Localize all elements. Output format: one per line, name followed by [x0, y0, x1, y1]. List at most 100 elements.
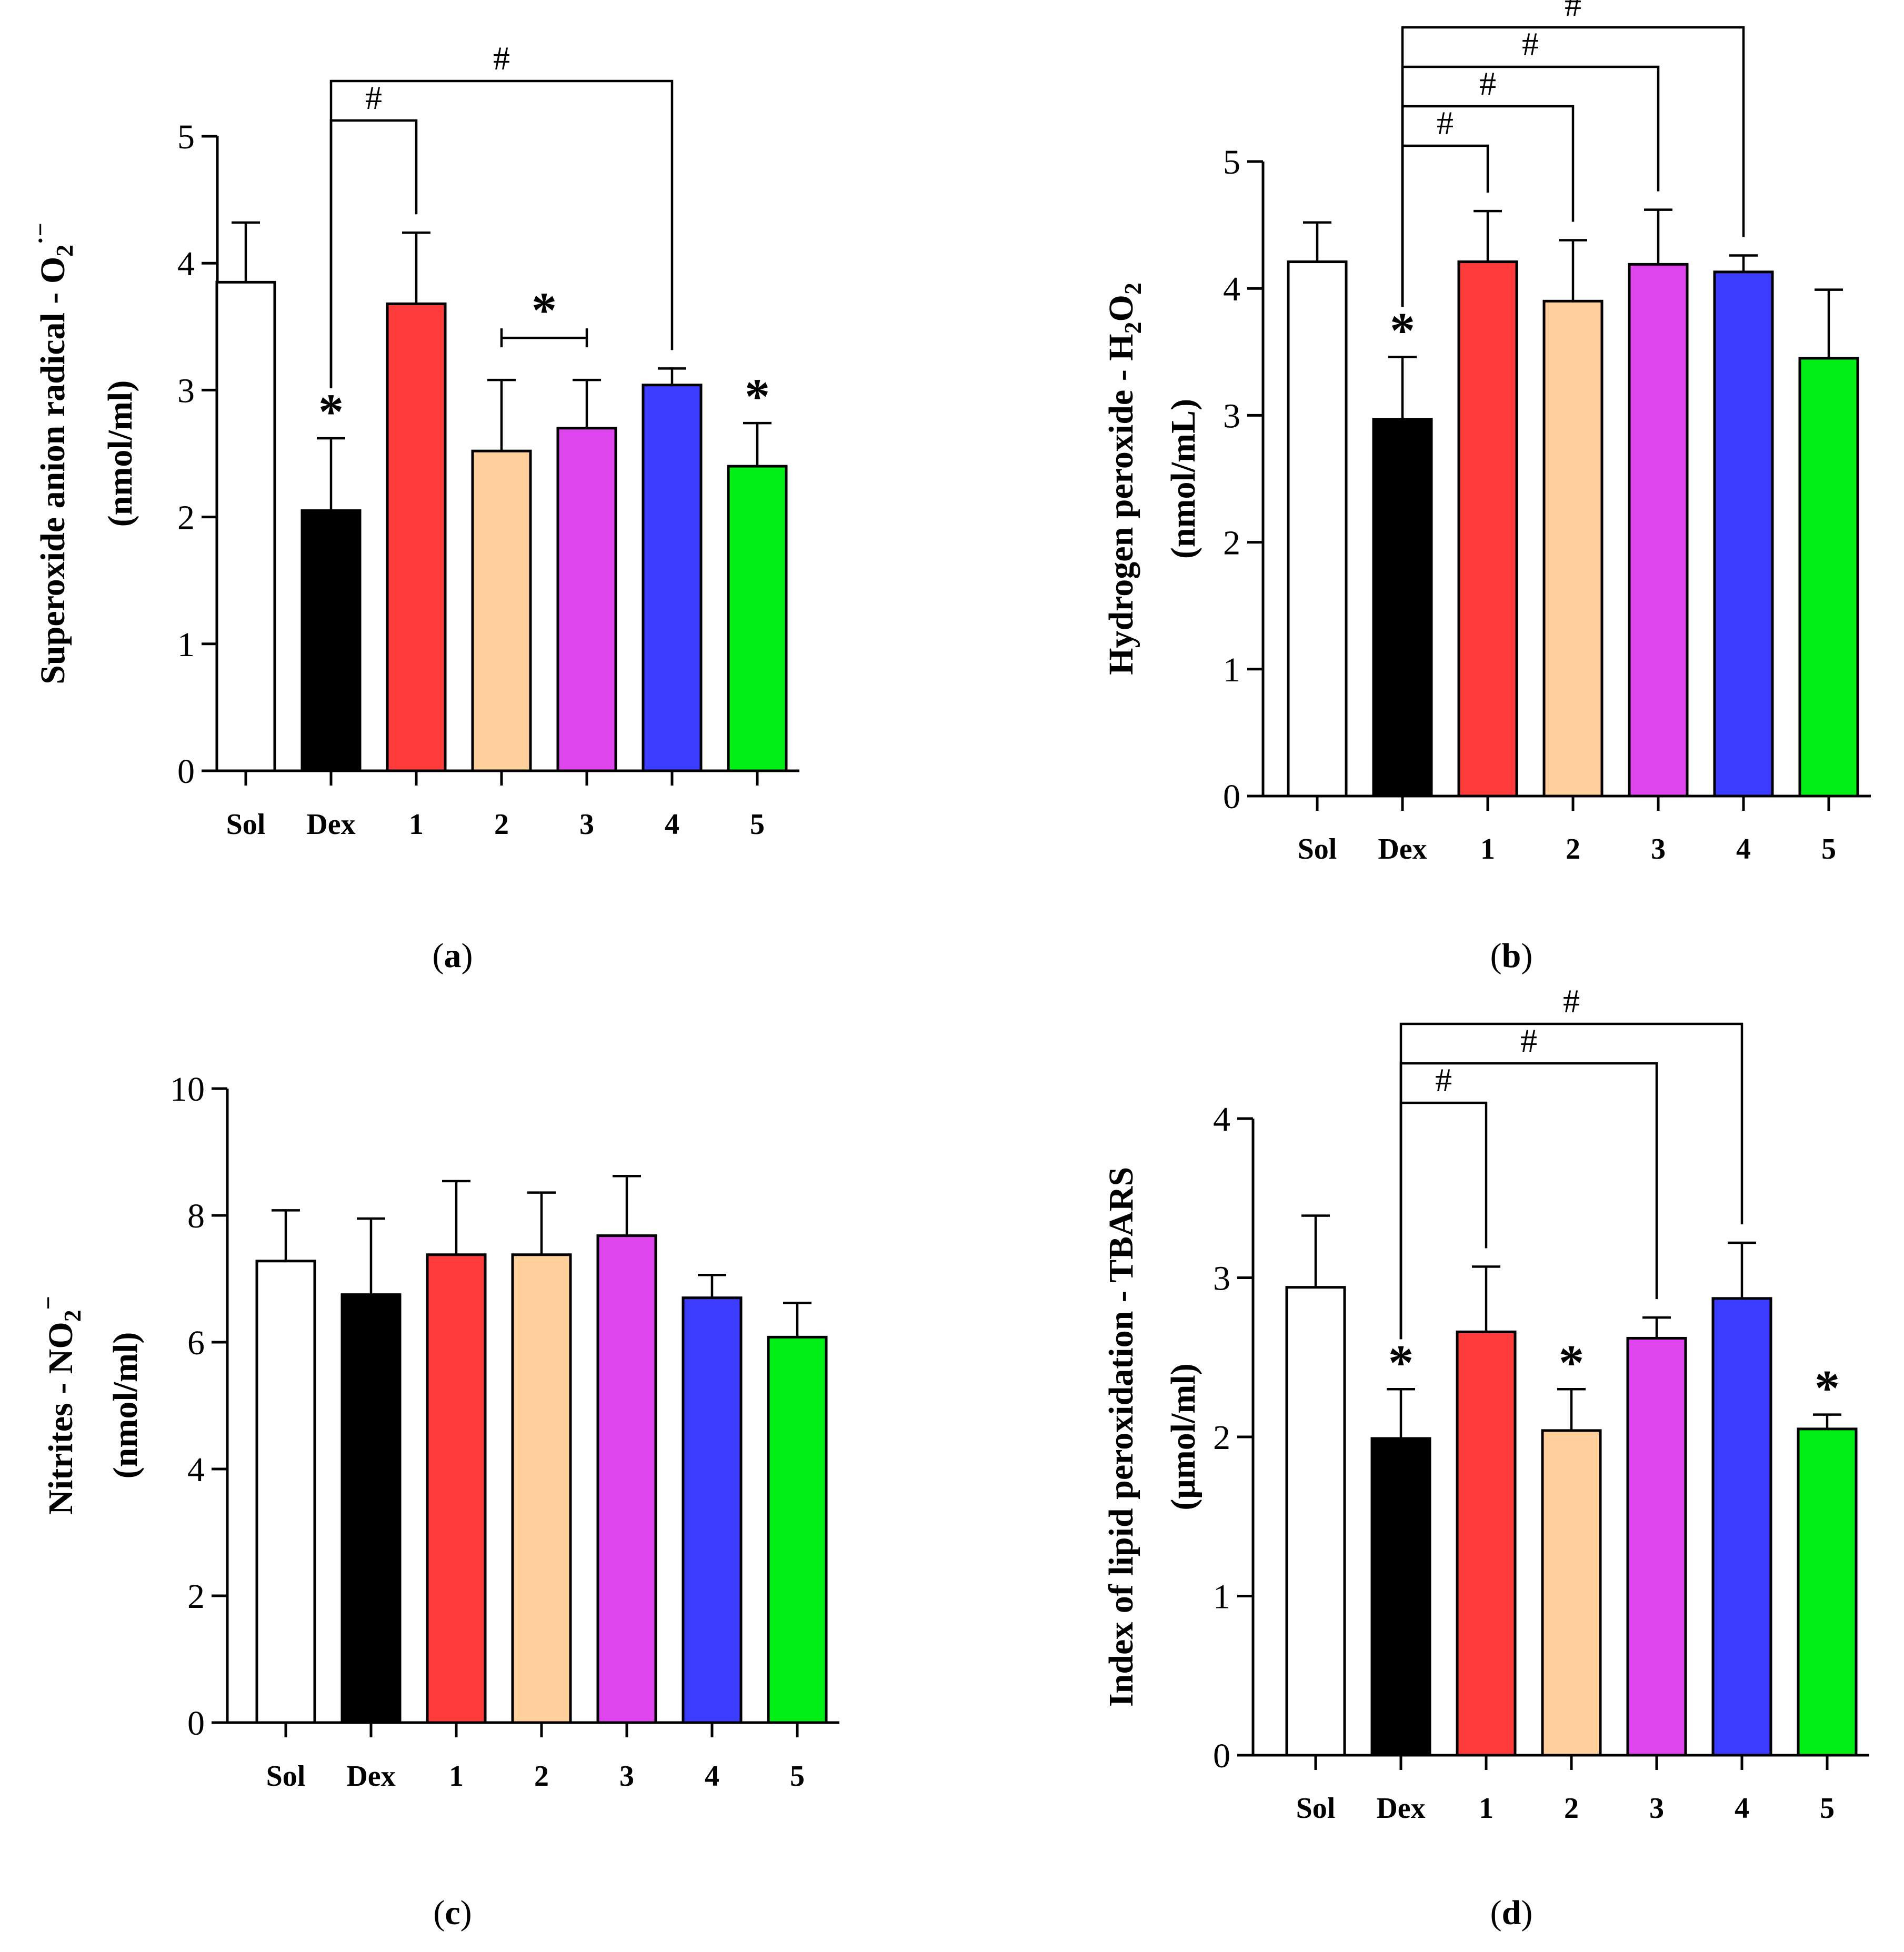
category-label: Dex [346, 1760, 395, 1793]
significance-hash: # [1437, 104, 1454, 142]
y-axis-label: Index of lipid peroxidation - TBARS [1102, 1167, 1140, 1707]
significance-bracket [329, 79, 674, 389]
y-tick-label: 0 [177, 752, 195, 791]
y-tick-label: 2 [177, 499, 195, 537]
category-label: 4 [1736, 833, 1751, 866]
bar-Sol [215, 280, 276, 772]
y-tick-label: 2 [1213, 1418, 1230, 1457]
y-axis-label-main: Index of lipid peroxidation - TBARS [1102, 1167, 1140, 1707]
significance-hash: # [1435, 1061, 1452, 1099]
caption-open-paren: ( [433, 937, 444, 975]
y-tick-label: 5 [1223, 143, 1240, 182]
y-tick-label: 3 [1213, 1260, 1230, 1298]
category-label: 1 [409, 808, 424, 841]
bar-Sol [255, 1260, 316, 1724]
y-axis-label: Nitrites - NO2− [35, 1296, 86, 1515]
y-axis-label-superscript: − [35, 1296, 62, 1310]
significance-star: * [1815, 1360, 1840, 1416]
bar-Sol [1285, 1286, 1346, 1757]
significance-star: * [1388, 1334, 1414, 1391]
significance-hash: # [1479, 65, 1496, 102]
caption-close-paren: ) [462, 937, 473, 975]
significance-star: * [745, 368, 770, 425]
significance-hash: # [1563, 982, 1580, 1020]
y-tick-label: 0 [1213, 1737, 1230, 1775]
panel-d: 0 1 2 3 4 Sol Dex 1 2 3 4 5 * * * # # # Index of lipid per… [1102, 982, 1869, 1932]
significance-hash: # [1565, 0, 1581, 23]
bar-Dex [300, 509, 362, 772]
y-tick-label: 8 [187, 1197, 205, 1235]
significance-star: * [1559, 1334, 1584, 1391]
y-axis-label-subscript: 2 [51, 245, 78, 257]
y-tick-label: 1 [177, 626, 195, 664]
category-label: Sol [226, 808, 266, 841]
bar-1 [1456, 1330, 1517, 1757]
y-axis-label-main: Hydrogen peroxide - H [1102, 334, 1140, 675]
y-tick-label: 4 [1213, 1100, 1230, 1139]
panel-caption: (d) [1490, 1894, 1533, 1932]
category-label: 3 [1649, 1792, 1664, 1825]
bar-3 [1626, 1336, 1687, 1757]
caption-close-paren: ) [460, 1894, 472, 1932]
significance-star: * [318, 384, 344, 440]
y-tick-label: 2 [187, 1577, 205, 1616]
bar-1 [1457, 260, 1518, 798]
y-axis-label-main: Nitrites - NO [42, 1322, 80, 1515]
bar-2 [471, 449, 532, 772]
bar-5 [1798, 357, 1859, 798]
bar-4 [1713, 270, 1774, 798]
y-axis-label-superscript: ·− [27, 223, 54, 245]
y-tick-label: 4 [1223, 270, 1240, 308]
significance-range-bracket [500, 328, 588, 348]
bar-3 [596, 1234, 657, 1724]
y-axis-unit: (nmol/mL) [1164, 399, 1202, 559]
y-tick-label: 1 [1213, 1578, 1230, 1616]
y-axis-unit: (nmol/ml) [101, 380, 139, 527]
significance-bracket [1399, 1022, 1743, 1340]
category-label: 5 [790, 1760, 805, 1793]
caption-open-paren: ( [1490, 937, 1502, 975]
caption-letter: a [444, 937, 462, 975]
category-label: 3 [619, 1760, 634, 1793]
bar-4 [642, 384, 703, 772]
y-axis-unit: (nmol/ml) [106, 1332, 145, 1479]
bar-Dex [1370, 1437, 1431, 1757]
category-label: 1 [449, 1760, 464, 1793]
y-axis-label: Hydrogen peroxide - H2O2 [1102, 283, 1146, 675]
significance-hash: # [1520, 1022, 1537, 1059]
y-tick-label: 2 [1223, 524, 1240, 562]
category-label: 3 [1651, 833, 1666, 866]
panel-caption: (c) [433, 1894, 472, 1932]
bar-3 [1628, 263, 1689, 798]
significance-bracket [1401, 26, 1745, 307]
bar-1 [426, 1253, 487, 1724]
bar-Sol [1287, 260, 1348, 798]
caption-letter: c [445, 1894, 460, 1932]
y-tick-label: 0 [187, 1704, 205, 1743]
bar-Dex [1372, 418, 1433, 798]
significance-star: * [1390, 302, 1415, 358]
category-label: Dex [306, 808, 355, 841]
significance-bracket [1399, 1062, 1658, 1340]
significance-hash: # [1522, 25, 1539, 63]
bar-4 [682, 1296, 743, 1724]
category-label: 2 [1564, 1792, 1579, 1825]
y-tick-label: 0 [1223, 778, 1240, 816]
bar-5 [727, 465, 788, 772]
category-label: 2 [534, 1760, 549, 1793]
y-axis-label-mid: O [1102, 295, 1140, 321]
significance-bracket [1399, 1101, 1488, 1340]
panel-caption: (a) [433, 937, 473, 975]
bar-3 [556, 427, 617, 772]
category-label: 1 [1479, 1792, 1494, 1825]
bar-4 [1711, 1297, 1772, 1757]
significance-hash: # [493, 39, 510, 77]
y-tick-label: 4 [177, 245, 195, 283]
y-axis-label-subscript: 2 [59, 1310, 86, 1322]
caption-open-paren: ( [1490, 1894, 1502, 1932]
category-label: 2 [494, 808, 509, 841]
caption-close-paren: ) [1521, 937, 1532, 975]
y-tick-label: 1 [1223, 651, 1240, 689]
y-tick-label: 5 [177, 118, 195, 156]
category-label: 4 [705, 1760, 719, 1793]
